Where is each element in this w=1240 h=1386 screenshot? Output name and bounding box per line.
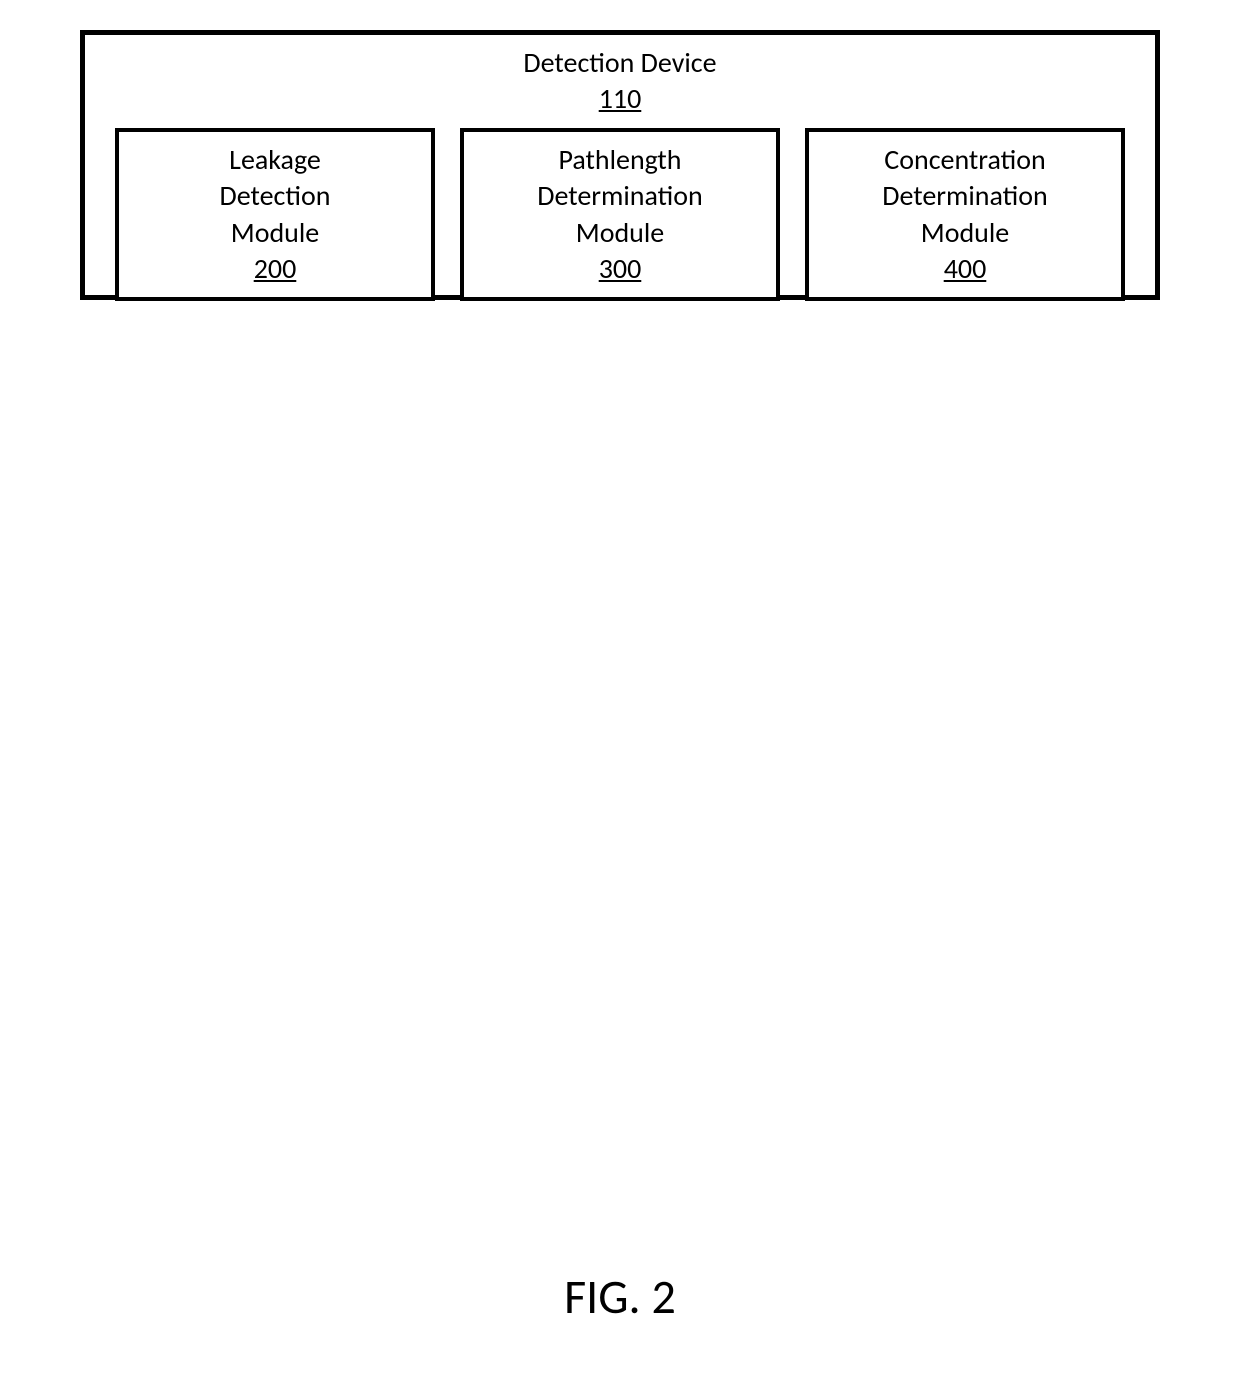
detection-device-box: Detection Device 110 Leakage Detection M…	[80, 30, 1160, 300]
module-box-concentration: Concentration Determination Module 400	[805, 128, 1125, 302]
outer-box-ref-number: 110	[85, 81, 1155, 117]
module-ref-number: 200	[124, 251, 426, 287]
figure-label: FIG. 2	[0, 1267, 1240, 1326]
module-box-pathlength: Pathlength Determination Module 300	[460, 128, 780, 302]
module-line: Determination	[469, 178, 771, 214]
module-line: Module	[469, 215, 771, 251]
module-box-leakage: Leakage Detection Module 200	[115, 128, 435, 302]
module-line: Module	[124, 215, 426, 251]
module-ref-number: 300	[469, 251, 771, 287]
module-ref-number: 400	[814, 251, 1116, 287]
module-line: Leakage	[124, 142, 426, 178]
module-line: Module	[814, 215, 1116, 251]
outer-box-header: Detection Device 110	[85, 35, 1155, 118]
module-line: Detection	[124, 178, 426, 214]
outer-box-title: Detection Device	[85, 45, 1155, 81]
module-line: Determination	[814, 178, 1116, 214]
module-line: Pathlength	[469, 142, 771, 178]
module-line: Concentration	[814, 142, 1116, 178]
modules-container: Leakage Detection Module 200 Pathlength …	[85, 118, 1155, 302]
